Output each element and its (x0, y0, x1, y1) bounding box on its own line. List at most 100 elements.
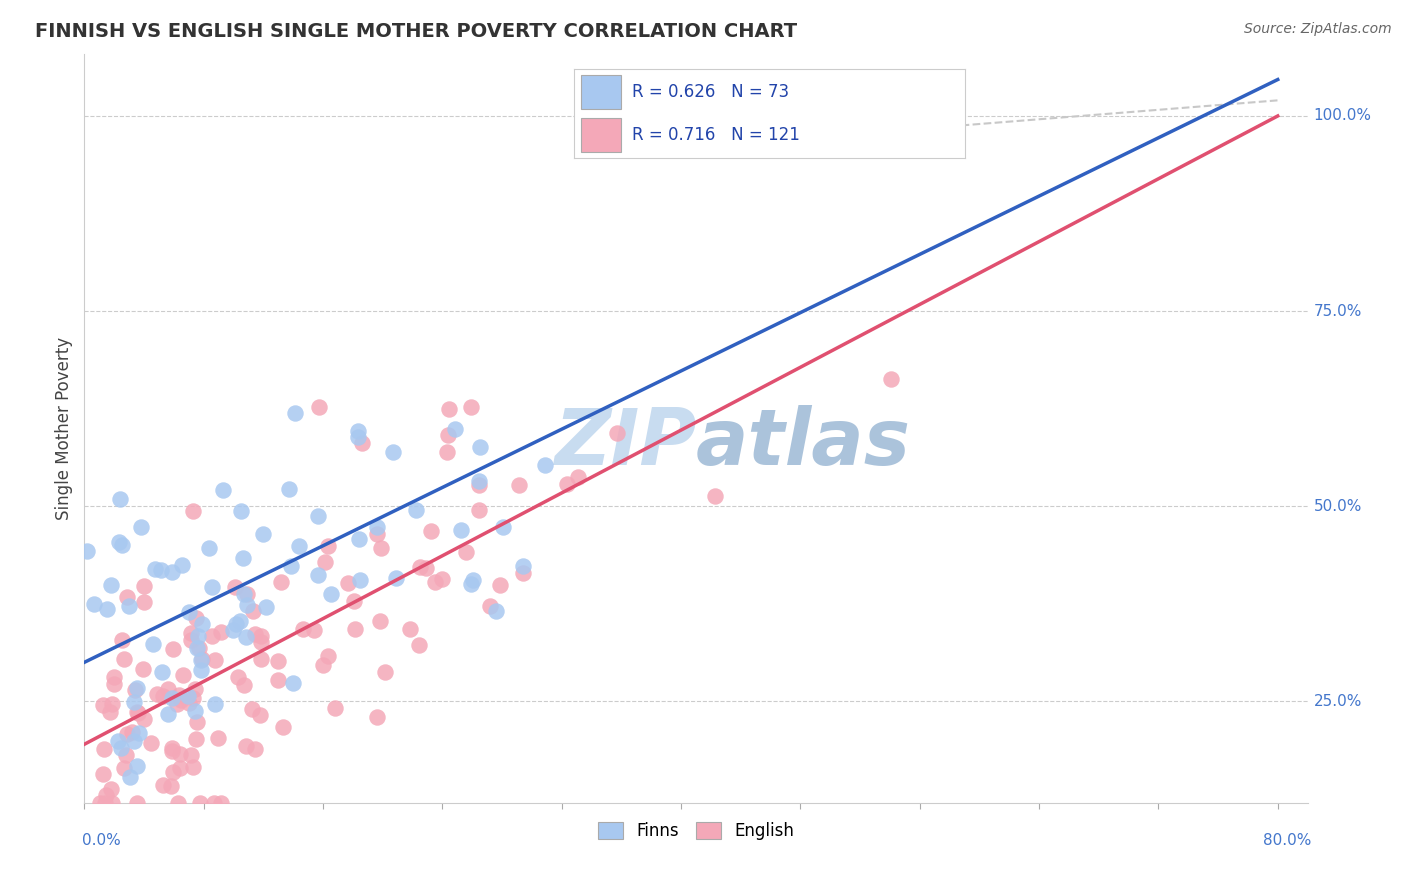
Point (460, 400, 482, 414)
Point (177, 689, 200, 703)
Point (508, 478, 530, 492)
Point (384, 571, 406, 585)
Point (132, 662, 155, 676)
Point (162, 764, 184, 779)
Point (366, 520, 388, 534)
Point (347, 430, 370, 444)
Point (252, 527, 274, 541)
Point (240, 701, 263, 715)
Point (103, 677, 125, 691)
Point (232, 677, 254, 691)
Text: FINNISH VS ENGLISH SINGLE MOTHER POVERTY CORRELATION CHART: FINNISH VS ENGLISH SINGLE MOTHER POVERTY… (35, 21, 797, 41)
Point (292, 622, 315, 636)
Text: 50.0%: 50.0% (1313, 499, 1362, 514)
Point (323, 701, 346, 715)
Text: ZIP: ZIP (554, 405, 696, 481)
Point (76, 544, 98, 558)
Point (288, 539, 311, 553)
Point (112, 761, 135, 775)
Point (188, 796, 211, 810)
Point (381, 445, 404, 459)
Point (232, 550, 254, 565)
Point (184, 704, 207, 718)
Point (242, 604, 264, 618)
Point (124, 734, 146, 748)
Point (436, 445, 458, 459)
Point (278, 482, 301, 496)
Point (180, 748, 202, 763)
Point (132, 594, 155, 608)
Point (167, 796, 190, 810)
Point (117, 590, 139, 604)
Point (93, 767, 115, 781)
Point (191, 617, 214, 632)
Point (152, 778, 174, 792)
Point (100, 781, 122, 796)
Point (307, 508, 329, 523)
Point (110, 741, 132, 756)
Point (124, 683, 146, 698)
Point (184, 682, 207, 697)
Point (450, 524, 472, 538)
Point (100, 578, 122, 592)
Point (408, 638, 430, 652)
Point (349, 573, 371, 587)
Point (166, 698, 188, 712)
Point (162, 642, 184, 657)
Point (142, 637, 165, 651)
Point (160, 691, 183, 706)
Point (225, 617, 247, 632)
Point (121, 724, 143, 739)
Point (150, 665, 173, 679)
Point (186, 640, 208, 655)
Point (456, 545, 478, 559)
Point (366, 527, 388, 541)
Point (94, 796, 117, 810)
Point (318, 539, 340, 553)
Point (160, 744, 183, 758)
Point (180, 633, 202, 648)
Point (224, 580, 246, 594)
Point (491, 519, 513, 533)
Point (312, 658, 335, 673)
Point (347, 533, 370, 547)
Point (183, 504, 205, 518)
Point (405, 503, 427, 517)
Point (127, 796, 149, 810)
Point (228, 615, 250, 629)
Point (169, 762, 191, 776)
Point (374, 665, 396, 679)
Point (229, 504, 252, 518)
Point (368, 614, 391, 628)
Point (567, 470, 589, 484)
Point (398, 622, 420, 636)
Point (180, 626, 202, 640)
Point (96, 601, 118, 615)
Point (157, 706, 180, 721)
Point (249, 634, 271, 648)
Point (236, 598, 259, 612)
Point (181, 690, 204, 705)
Point (150, 563, 173, 577)
Point (370, 541, 392, 555)
Point (172, 558, 194, 572)
Point (236, 587, 259, 601)
Point (186, 715, 208, 730)
Point (432, 572, 454, 586)
Point (152, 689, 174, 703)
Point (117, 599, 139, 613)
Point (108, 491, 131, 506)
Point (169, 747, 191, 761)
Point (139, 736, 162, 750)
Point (512, 566, 534, 580)
Point (125, 705, 148, 719)
Point (347, 424, 370, 438)
Point (235, 739, 257, 753)
Point (209, 796, 232, 810)
Point (128, 726, 150, 740)
Point (409, 560, 432, 574)
Point (314, 555, 336, 569)
Text: atlas: atlas (696, 405, 911, 481)
Point (107, 734, 129, 748)
Point (101, 697, 124, 711)
